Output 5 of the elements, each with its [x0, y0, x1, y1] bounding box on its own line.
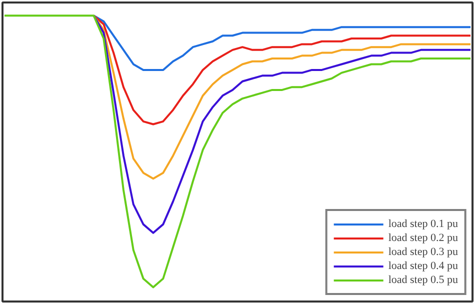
legend-label: load step 0.2 pu — [388, 231, 458, 245]
legend-label: load step 0.3 pu — [388, 245, 458, 259]
legend-label: load step 0.1 pu — [388, 217, 458, 231]
legend-label: load step 0.4 pu — [388, 259, 458, 273]
legend-label: load step 0.5 pu — [388, 273, 458, 287]
